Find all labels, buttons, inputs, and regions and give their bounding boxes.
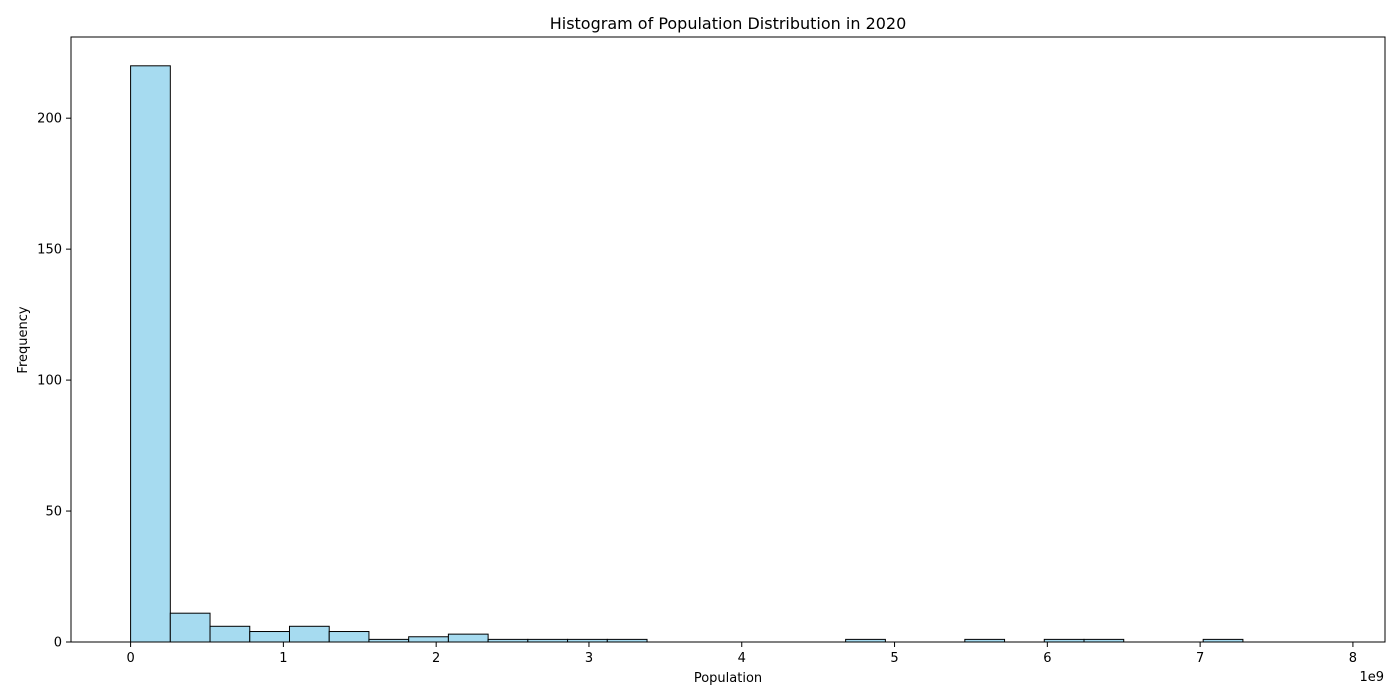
x-tick-label: 6 xyxy=(1043,651,1051,666)
y-axis-label: Frequency xyxy=(16,306,31,373)
histogram-bar xyxy=(447,633,489,643)
y-tick-label: 0 xyxy=(54,636,62,651)
histogram-bar xyxy=(169,612,211,643)
y-tick-label: 50 xyxy=(45,505,62,520)
y-tick-label: 200 xyxy=(37,112,62,127)
histogram-bars xyxy=(130,65,1244,643)
x-axis-offset-label: 1e9 xyxy=(1359,670,1384,685)
histogram-bar xyxy=(288,625,330,643)
x-tick-label: 3 xyxy=(585,651,593,666)
x-tick-label: 5 xyxy=(890,651,898,666)
chart-title: Histogram of Population Distribution in … xyxy=(550,14,907,33)
histogram-bar xyxy=(328,631,370,643)
x-tick-label: 7 xyxy=(1196,651,1204,666)
histogram-bar xyxy=(408,636,449,643)
x-tick-label: 8 xyxy=(1349,651,1357,666)
x-axis-ticks: 0 1 2 3 4 5 6 7 8 xyxy=(126,642,1357,666)
x-tick-label: 1 xyxy=(279,651,287,666)
x-tick-label: 0 xyxy=(126,651,134,666)
histogram-bar xyxy=(249,631,291,643)
y-axis-ticks: 0 50 100 150 200 xyxy=(37,112,71,651)
histogram-bar xyxy=(209,625,251,643)
x-axis-label: Population xyxy=(694,671,762,686)
x-tick-label: 4 xyxy=(738,651,746,666)
y-tick-label: 100 xyxy=(37,374,62,389)
y-tick-label: 150 xyxy=(37,243,62,258)
plot-frame xyxy=(70,36,1386,643)
histogram-bar xyxy=(130,65,171,643)
x-tick-label: 2 xyxy=(432,651,440,666)
